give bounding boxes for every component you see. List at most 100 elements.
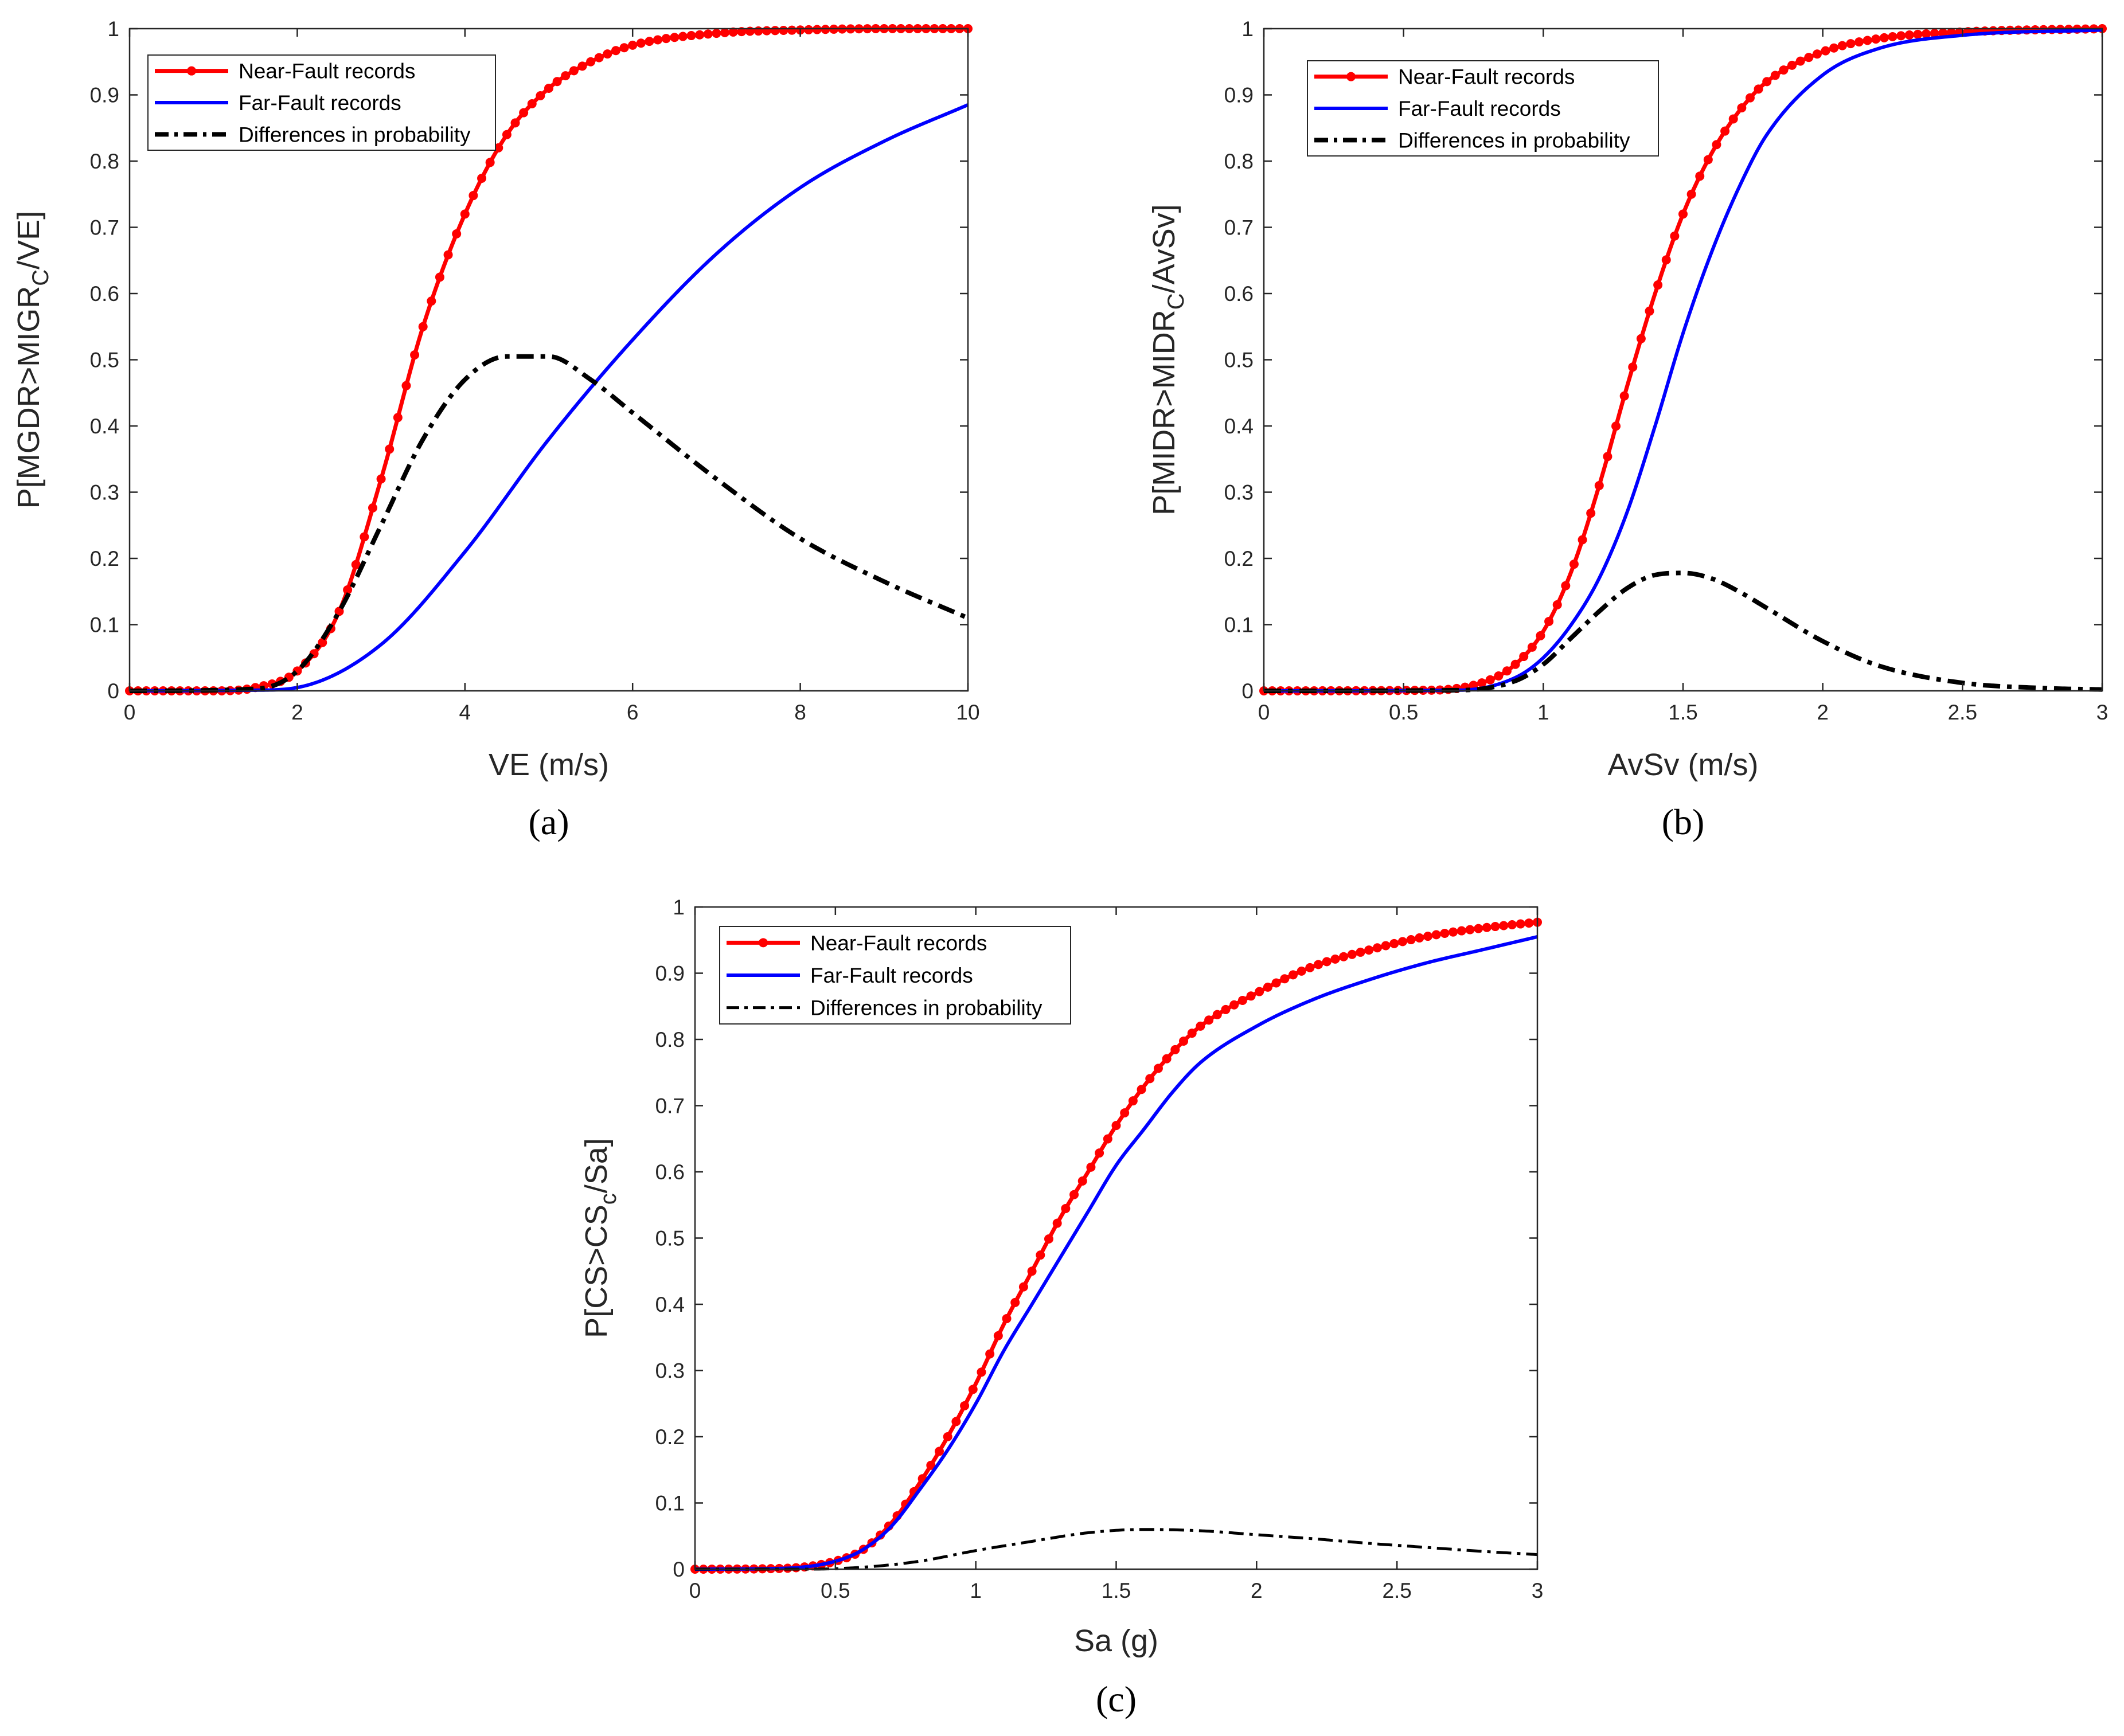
near-fault-marker	[1280, 974, 1290, 984]
near-fault-marker	[1871, 34, 1881, 44]
near-fault-marker	[762, 26, 772, 36]
near-fault-marker	[943, 1432, 952, 1441]
near-fault-marker	[1406, 935, 1416, 945]
near-fault-marker	[1448, 927, 1458, 937]
near-fault-marker	[603, 49, 612, 59]
near-fault-marker	[477, 174, 487, 183]
near-fault-marker	[368, 503, 377, 513]
near-fault-marker	[1120, 1108, 1130, 1118]
near-fault-marker	[1904, 30, 1914, 40]
near-fault-marker	[1111, 1121, 1121, 1131]
near-fault-marker	[1103, 1134, 1112, 1144]
y-axis-label: P[CS>CSc/Sa]	[579, 1138, 621, 1338]
near-fault-marker	[1187, 1029, 1197, 1038]
near-fault-marker	[1381, 941, 1391, 951]
near-fault-marker	[1457, 926, 1466, 936]
near-fault-marker	[1636, 334, 1646, 343]
near-fault-marker	[770, 26, 780, 36]
near-fault-marker	[1544, 616, 1554, 626]
y-tick-label: 0	[1241, 679, 1254, 703]
near-fault-marker	[1552, 600, 1562, 609]
near-fault-marker	[1519, 652, 1529, 662]
near-fault-marker	[1779, 65, 1789, 75]
near-fault-marker	[1678, 209, 1688, 219]
y-tick-label: 1	[1241, 17, 1254, 41]
near-fault-marker	[385, 444, 395, 454]
near-fault-marker	[1322, 957, 1332, 967]
near-fault-marker	[1712, 140, 1721, 150]
near-fault-marker	[427, 296, 436, 306]
near-fault-marker	[1229, 1000, 1239, 1010]
near-fault-marker	[1128, 1096, 1138, 1106]
near-fault-marker	[1018, 1282, 1028, 1292]
near-fault-marker	[779, 26, 788, 35]
near-fault-marker	[1921, 29, 1931, 38]
near-fault-marker	[544, 83, 553, 93]
y-tick-label: 0.9	[90, 84, 119, 107]
near-fault-marker	[1754, 84, 1763, 94]
near-fault-marker	[1745, 93, 1755, 103]
legend: Near-Fault records Far-Fault records Diffe…	[1307, 60, 1659, 157]
near-fault-marker	[485, 158, 495, 167]
near-fault-marker	[968, 1385, 978, 1394]
near-fault-marker	[552, 77, 562, 87]
near-fault-marker	[1846, 39, 1856, 49]
near-fault-marker	[1594, 480, 1604, 490]
y-axis-label: P[MIDR>MIDRC/AvSv]	[1147, 204, 1189, 515]
near-fault-marker	[1288, 970, 1298, 980]
near-fault-marker	[1364, 945, 1374, 955]
near-fault-marker	[1314, 960, 1323, 969]
chart-3: 0 0.5 1 1.5 2 2.5 3 0 0.1 0.2 0.3 0.4 0.5 0.6 0.7 0.8 0.…	[579, 896, 1543, 1719]
near-fault-marker	[1052, 1218, 1062, 1228]
near-fault-marker	[1510, 659, 1520, 669]
y-tick-label: 0.4	[1224, 415, 1254, 438]
near-fault-marker	[1212, 1010, 1222, 1019]
near-fault-marker	[812, 25, 822, 34]
near-fault-marker	[1670, 231, 1680, 241]
panel-caption: (a)	[528, 801, 569, 842]
chart-2: 0 0.5 1 1.5 2 2.5 3 0 0.1 0.2 0.3 0.4 0.5 0.6 0.7 0.8 0.…	[1147, 17, 2108, 842]
near-fault-marker	[1246, 991, 1256, 1001]
near-fault-marker	[1086, 1162, 1096, 1172]
y-tick-label: 0.8	[1224, 150, 1254, 173]
near-fault-marker	[670, 33, 680, 42]
near-fault-marker	[1389, 939, 1399, 948]
y-tick-label: 0.8	[655, 1028, 685, 1051]
y-tick-label: 0.3	[655, 1359, 685, 1383]
near-fault-marker	[435, 272, 444, 282]
near-fault-marker	[343, 585, 353, 595]
near-fault-marker	[1516, 919, 1525, 929]
near-fault-marker	[1485, 675, 1495, 685]
near-fault-marker	[1812, 49, 1822, 59]
near-fault-marker	[1423, 932, 1433, 941]
legend: Near-Fault records Far-Fault records Diffe…	[719, 926, 1071, 1025]
x-tick-label: 2	[291, 701, 303, 724]
near-fault-marker	[1502, 666, 1512, 676]
near-fault-marker	[1536, 631, 1545, 640]
near-fault-marker	[619, 43, 629, 53]
near-fault-marker	[1415, 933, 1424, 943]
near-fault-marker	[1297, 966, 1306, 976]
x-tick-label: 0.5	[1389, 701, 1418, 724]
near-fault-marker	[1854, 37, 1864, 47]
near-fault-marker	[1787, 60, 1797, 70]
near-fault-marker	[334, 607, 344, 616]
near-fault-marker	[1661, 255, 1671, 265]
near-fault-marker	[1305, 963, 1315, 972]
near-fault-marker	[645, 37, 654, 46]
near-fault-marker	[351, 560, 361, 569]
y-tick-label: 0.5	[655, 1227, 685, 1250]
near-fault-marker	[1561, 581, 1571, 591]
near-fault-marker	[1720, 126, 1730, 136]
near-fault-marker	[1347, 949, 1357, 959]
near-fault-marker	[1507, 920, 1517, 929]
near-fault-marker	[686, 31, 696, 41]
x-tick-label: 1	[970, 1579, 982, 1602]
near-fault-marker	[1821, 46, 1830, 56]
y-tick-label: 0	[673, 1558, 685, 1581]
near-fault-marker	[1061, 1203, 1071, 1213]
near-fault-marker	[678, 32, 688, 41]
near-fault-marker	[1221, 1004, 1231, 1014]
near-fault-marker	[1036, 1250, 1045, 1260]
near-fault-marker	[1770, 71, 1780, 80]
